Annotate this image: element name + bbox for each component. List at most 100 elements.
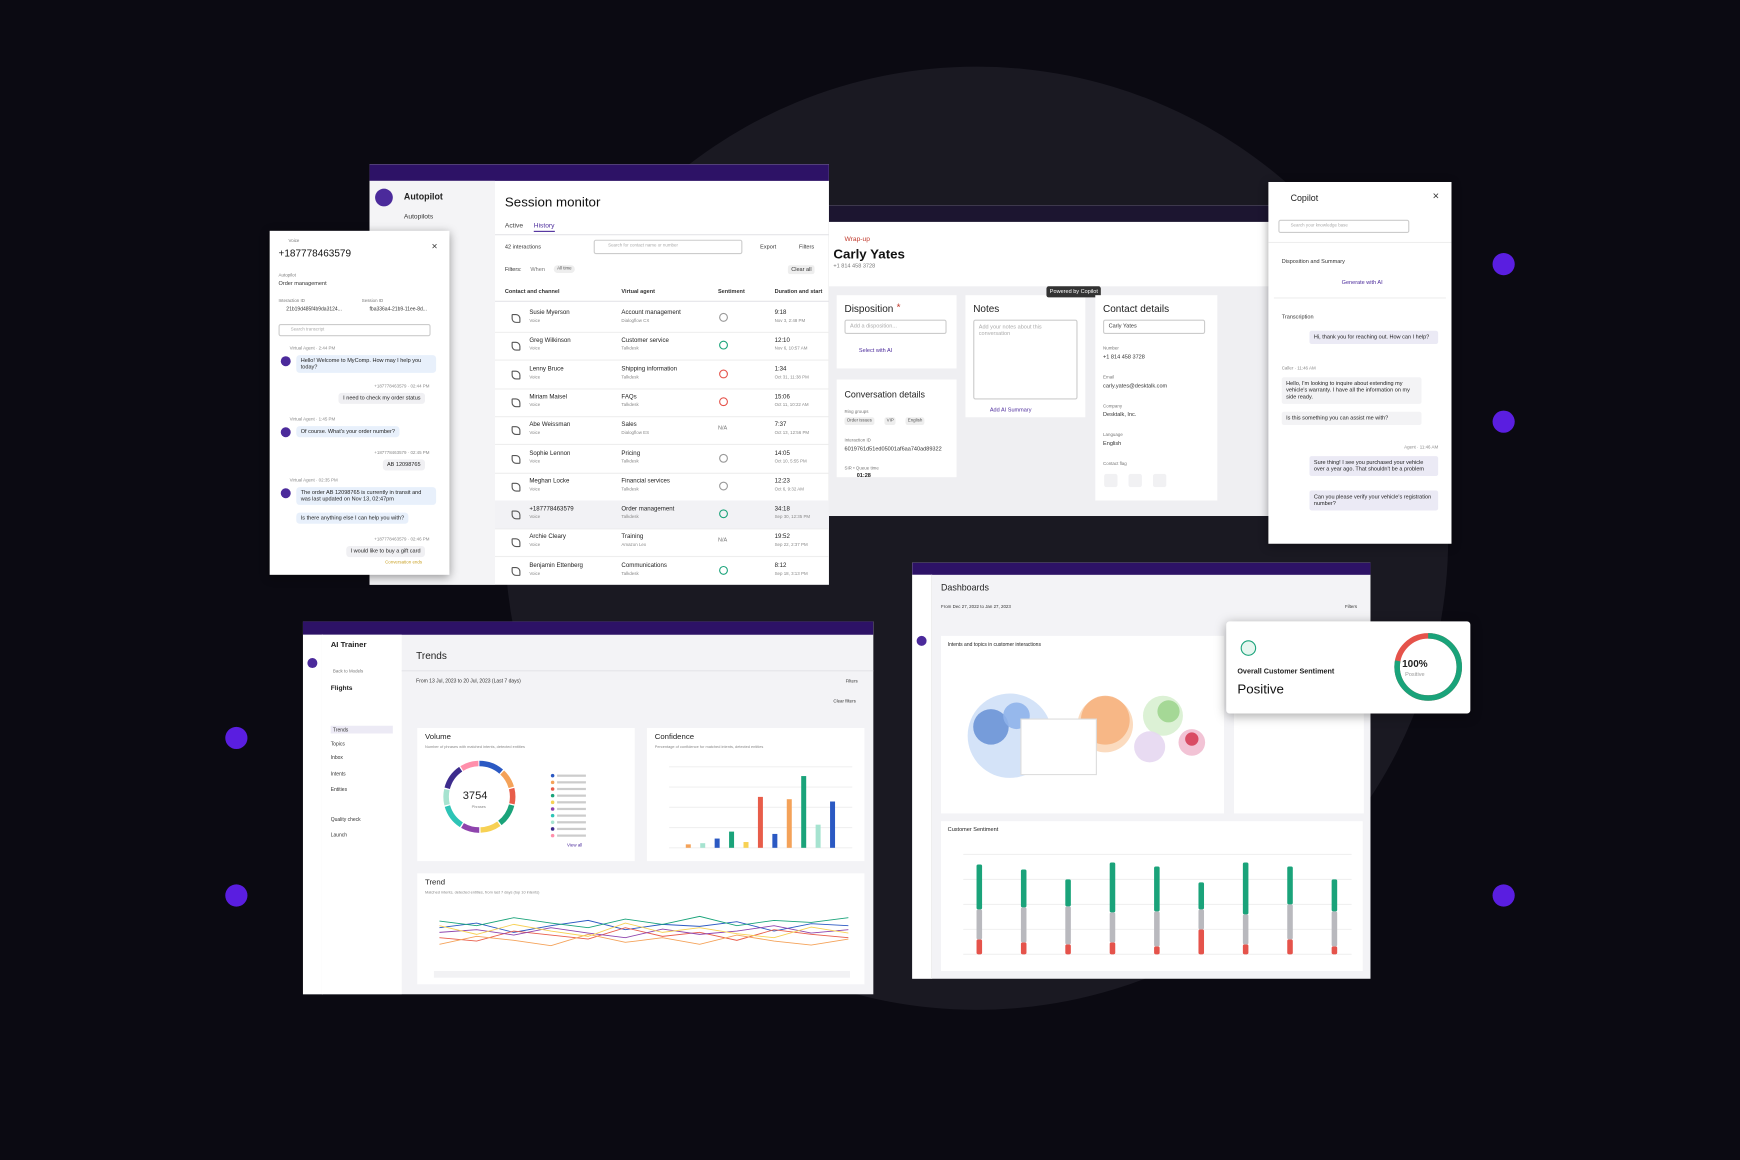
tab: History — [533, 223, 555, 233]
bar — [772, 833, 778, 848]
confidence-card: Confidence Percentage of confidence for m… — [646, 727, 865, 862]
divider — [494, 300, 829, 302]
card-title: Trend — [425, 878, 446, 887]
duration: 15:06 — [774, 393, 790, 401]
table-row: Miriam Maisel Voice FAQs Talkdesk 15:06 Oct 1… — [494, 388, 829, 418]
message-meta: Agent · 11:46 AM — [1404, 443, 1439, 450]
rail-active — [916, 635, 927, 646]
legend-text — [557, 787, 586, 791]
select: Carly Yates — [1103, 319, 1206, 335]
sentiment-icon — [1240, 640, 1257, 656]
phone-icon — [511, 398, 521, 408]
stacked-bar-segment — [1065, 879, 1071, 907]
nav-section: Autopilot — [403, 191, 443, 202]
sentiment-icon — [719, 312, 728, 322]
legend-swatch — [550, 820, 555, 825]
topic-bubble — [1134, 731, 1166, 763]
contact-name: Meghan Locke — [529, 478, 570, 485]
start-time: Oct 31, 11:38 PM — [774, 373, 809, 380]
divider — [1273, 297, 1446, 299]
accent-dot — [1492, 884, 1515, 907]
column-header: Duration and start — [774, 288, 823, 296]
channel: Voice — [288, 237, 300, 244]
duration: 14:05 — [774, 449, 790, 457]
table-row: Benjamin Ettenberg Voice Communications Tal… — [494, 557, 829, 585]
field-label: Autopilot — [278, 271, 296, 278]
stacked-bar-segment — [1242, 914, 1249, 945]
contact-channel: Voice — [529, 317, 541, 323]
sentiment-icon — [719, 453, 728, 463]
contact-channel: Voice — [529, 429, 541, 436]
field-label: Email — [1103, 373, 1115, 380]
legend-swatch — [550, 793, 555, 798]
table-row: Archie Cleary Voice Training Amazon Lex N/A 1… — [494, 529, 829, 558]
nav-item: Launch — [330, 832, 348, 838]
field-value: +1 814 458 3728 — [1103, 353, 1145, 361]
export-button: Export — [760, 244, 777, 251]
flag-icon — [1104, 473, 1118, 488]
donut-segment — [443, 760, 516, 833]
card-title: Volume — [425, 733, 451, 742]
message-meta: Caller · 11:46 AM — [1281, 365, 1316, 371]
phone-icon — [511, 538, 521, 548]
divider — [1268, 241, 1452, 244]
bar — [729, 831, 735, 848]
duration: 12:23 — [774, 478, 790, 485]
topic-bubble — [1157, 700, 1180, 723]
count: 42 interactions — [504, 244, 542, 251]
clear-button: Clear filters — [833, 698, 856, 704]
stacked-bar-segment — [1154, 946, 1160, 955]
accent-dot — [1492, 410, 1515, 433]
field-value: carly.yates@desktalk.com — [1103, 382, 1168, 390]
sentiment-na: N/A — [717, 425, 728, 432]
field-value: 01:28 — [856, 472, 871, 480]
section-title: Transcription — [1281, 314, 1314, 321]
legend-text — [557, 807, 586, 811]
start-time: Sep 18, 3:13 PM — [774, 570, 808, 576]
phone-icon — [511, 454, 521, 464]
start-time: Oct 10, 5:55 PM — [774, 457, 807, 464]
legend-text — [557, 827, 586, 831]
contact-card: Contact details Carly Yates Number +1 814 4… — [1095, 295, 1218, 501]
contact-channel: Voice — [529, 345, 541, 351]
message-meta: +187778463579 · 02:46 PM — [374, 535, 430, 542]
trend-line — [439, 919, 849, 933]
bar — [700, 843, 706, 848]
stacked-bar-segment — [1287, 939, 1293, 955]
legend-swatch — [550, 787, 555, 791]
virtual-agent: Account management — [621, 309, 681, 317]
stacked-bar-segment — [1331, 946, 1338, 955]
card-title: Confidence — [654, 733, 695, 742]
header-divider — [401, 670, 874, 672]
field-label: Interaction ID — [278, 297, 305, 303]
bar — [714, 838, 720, 848]
phone-icon — [511, 566, 521, 576]
phone-icon — [511, 426, 521, 436]
flag-icon — [1152, 473, 1167, 488]
top-bar — [302, 621, 874, 635]
stacked-bar-segment — [1020, 869, 1027, 908]
tag: VIP — [884, 417, 897, 425]
accent-dot — [225, 884, 248, 907]
duration: 12:10 — [774, 337, 790, 345]
icon-rail — [912, 574, 933, 979]
sentiment-icon — [719, 565, 728, 575]
intents-card: Intents and topics in customer interacti… — [941, 635, 1224, 814]
notes-input: Add your notes about this conversation — [973, 319, 1078, 400]
dashboards-window: Dashboards From Dec 27, 2022 to Jan 27, 2… — [912, 562, 1371, 979]
notes-card: Notes Add your notes about this conversat… — [965, 295, 1086, 418]
nav-item: Inbox — [330, 754, 343, 761]
virtual-agent: Order management — [621, 506, 675, 513]
wrapup-window: Wrap-up Carly Yates +1 814 458 3728 Disposi… — [828, 205, 1271, 517]
sentiment-chart-card: Customer Sentiment — [941, 821, 1363, 971]
app-title: AI Trainer — [330, 641, 367, 650]
divider — [494, 234, 829, 236]
legend-swatch — [550, 813, 555, 818]
card-title: Conversation details — [844, 389, 925, 400]
stacked-bar-segment — [1154, 866, 1160, 912]
conversation-end: Conversation ends — [385, 559, 423, 565]
virtual-agent: Shipping information — [621, 365, 678, 373]
start-time: Oct 13, 12:56 PM — [774, 429, 810, 436]
stacked-bar-segment — [1020, 907, 1027, 943]
